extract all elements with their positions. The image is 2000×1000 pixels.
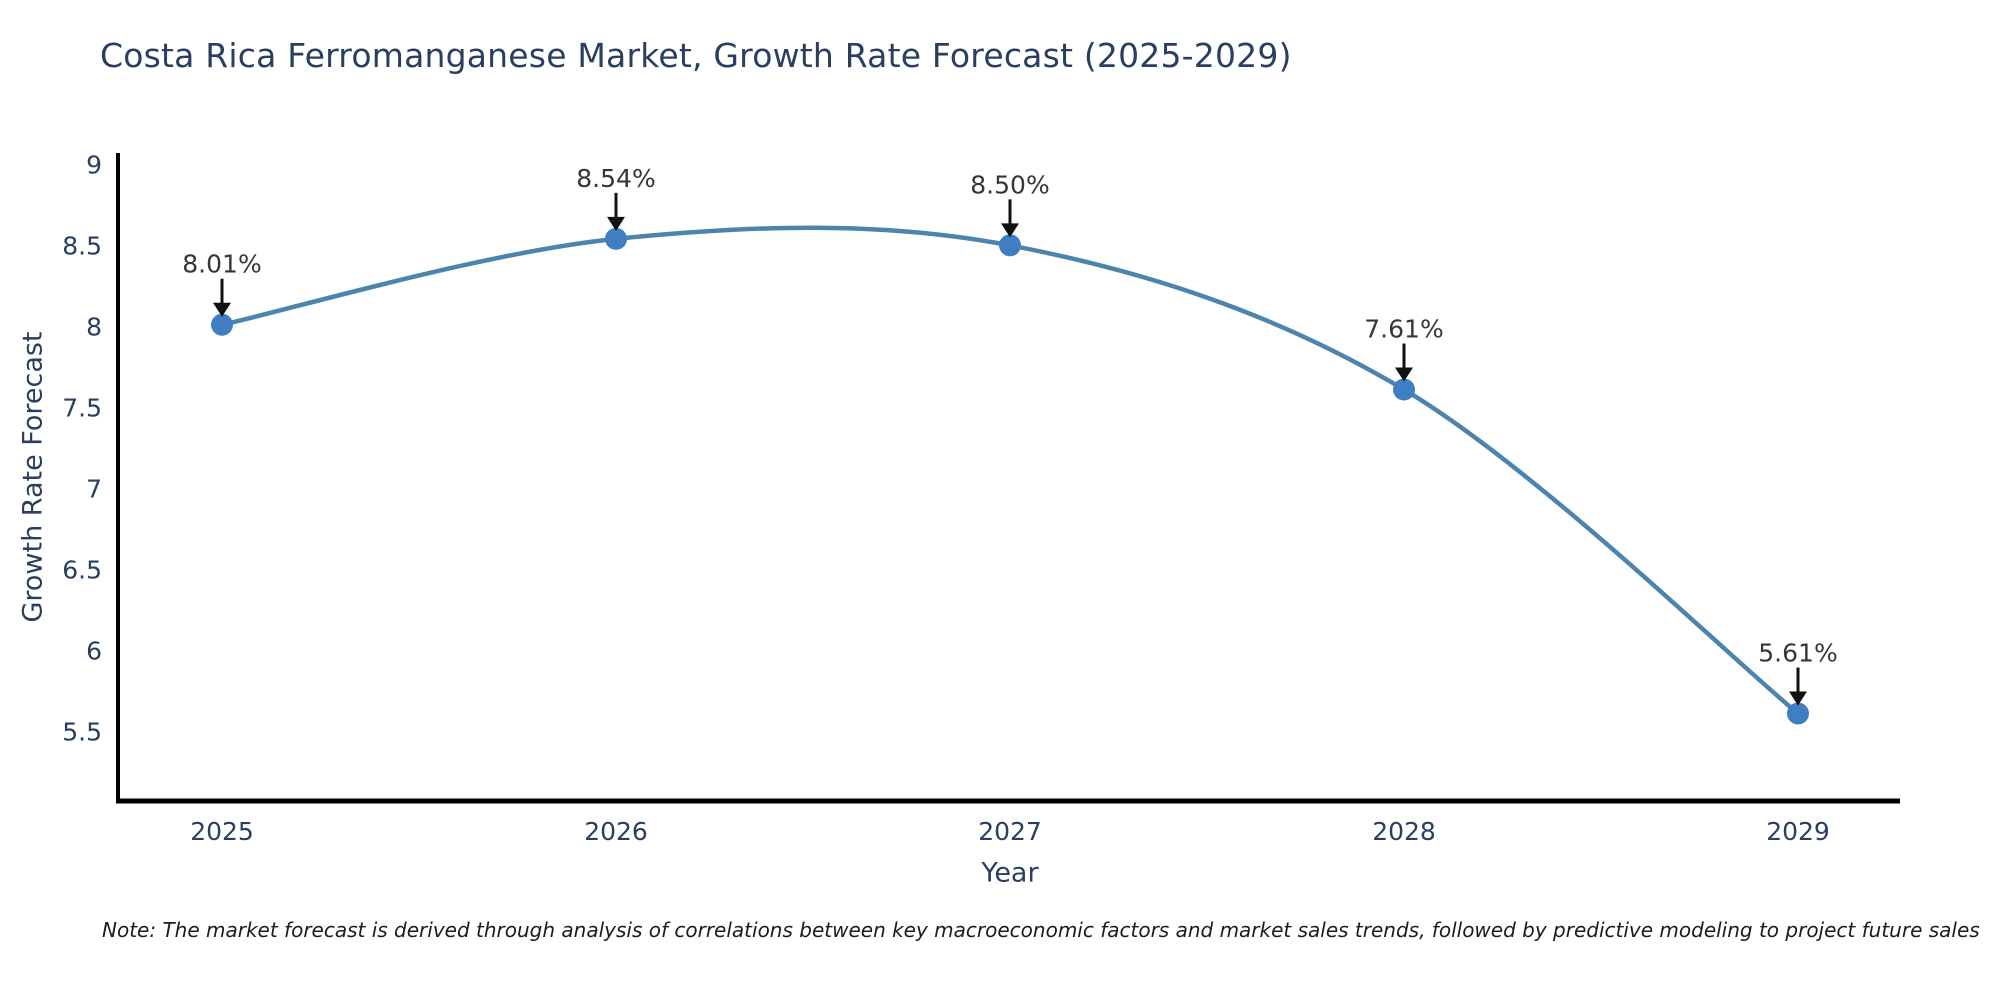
y-tick-label: 9 — [86, 150, 102, 179]
y-tick-label: 8.5 — [62, 231, 102, 260]
footnote: Note: The market forecast is derived thr… — [102, 918, 1980, 942]
x-tick-label: 2026 — [584, 817, 648, 846]
annotation-arrowhead-icon — [607, 216, 625, 231]
x-tick-label: 2029 — [1766, 817, 1830, 846]
y-tick-label: 7.5 — [62, 393, 102, 422]
x-tick-label: 2028 — [1372, 817, 1436, 846]
y-tick-label: 6 — [86, 636, 102, 665]
annotation-arrowhead-icon — [1395, 367, 1413, 382]
y-tick-label: 8 — [86, 312, 102, 341]
data-point — [1787, 702, 1809, 725]
x-axis-title: Year — [981, 857, 1039, 889]
data-point — [1393, 378, 1415, 401]
x-tick-label: 2027 — [978, 817, 1042, 846]
y-tick-label: 5.5 — [62, 717, 102, 746]
annotation-arrowhead-icon — [1001, 223, 1019, 238]
annotation-label: 8.01% — [182, 250, 261, 279]
annotation-label: 5.61% — [1758, 639, 1837, 668]
data-point — [605, 227, 627, 250]
annotation-arrowhead-icon — [213, 302, 231, 317]
y-tick-label: 6.5 — [62, 555, 102, 584]
data-point — [999, 234, 1021, 257]
chart-title: Costa Rica Ferromanganese Market, Growth… — [100, 36, 1292, 75]
data-point — [211, 313, 233, 336]
annotation-label: 8.54% — [576, 164, 655, 193]
x-tick-label: 2025 — [190, 817, 254, 846]
annotation-label: 8.50% — [970, 170, 1049, 199]
y-tick-label: 7 — [86, 474, 102, 503]
annotation-label: 7.61% — [1364, 315, 1443, 344]
annotation-arrowhead-icon — [1789, 691, 1807, 706]
trend-line — [221, 225, 1800, 716]
